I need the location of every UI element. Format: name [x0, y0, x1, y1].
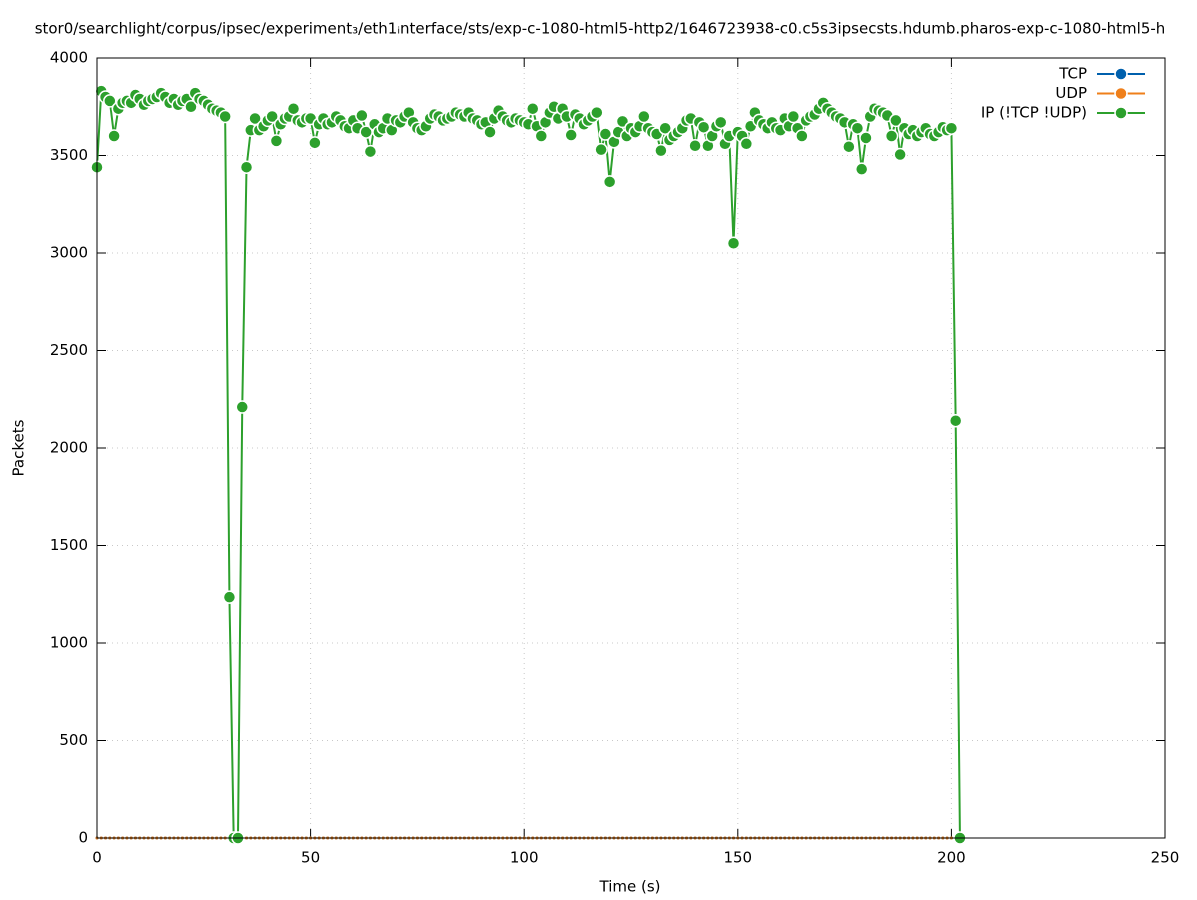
data-point — [218, 109, 232, 124]
data-point — [269, 134, 284, 148]
data-point — [739, 137, 754, 151]
y-tick-label: 0 — [78, 829, 88, 847]
x-tick-label: 100 — [510, 849, 539, 867]
x-tick-label: 0 — [92, 849, 102, 867]
x-tick-label: 150 — [723, 849, 752, 867]
data-point — [859, 131, 873, 145]
x-tick-label: 250 — [1151, 849, 1180, 867]
y-tick-label: 500 — [59, 731, 88, 749]
data-point — [564, 128, 578, 142]
data-point — [265, 109, 279, 124]
data-point — [726, 236, 741, 250]
legend-marker — [1114, 86, 1128, 101]
data-point — [786, 109, 801, 124]
data-point — [850, 121, 865, 135]
y-axis-label: Packets — [10, 419, 28, 476]
y-tick-label: 1000 — [50, 634, 88, 652]
y-tick-label: 1500 — [50, 536, 88, 554]
data-point — [884, 129, 899, 143]
data-point — [893, 147, 907, 162]
data-point — [286, 101, 301, 116]
data-point — [854, 162, 869, 176]
data-point — [525, 101, 540, 116]
legend-label: IP (!TCP !UDP) — [981, 104, 1087, 122]
data-point — [658, 121, 672, 135]
data-point — [654, 143, 668, 158]
data-point — [239, 160, 254, 174]
data-point — [637, 109, 651, 124]
data-point — [222, 590, 237, 604]
y-tick-label: 4000 — [50, 49, 88, 67]
data-point — [359, 125, 373, 139]
data-point — [235, 400, 249, 414]
y-tick-label: 3500 — [50, 146, 88, 164]
plot-frame — [96, 57, 1166, 839]
data-point — [534, 129, 549, 143]
data-point — [483, 125, 497, 139]
data-point — [688, 139, 702, 153]
data-point — [355, 108, 369, 123]
y-tick-label: 3000 — [50, 244, 88, 262]
data-point — [889, 113, 903, 128]
data-point — [248, 111, 262, 126]
legend-label: UDP — [1055, 84, 1087, 102]
data-point — [103, 94, 117, 108]
data-point — [944, 121, 959, 135]
data-point — [795, 129, 809, 143]
data-point — [363, 144, 378, 159]
x-axis-label: Time (s) — [599, 878, 661, 896]
data-point — [184, 100, 198, 114]
data-point — [602, 175, 617, 189]
data-point — [598, 127, 613, 141]
legend-marker — [1114, 106, 1128, 120]
y-tick-label: 2500 — [50, 341, 88, 359]
data-point — [590, 105, 604, 120]
data-point — [594, 142, 608, 157]
data-point — [842, 139, 856, 154]
y-tick-label: 2000 — [50, 439, 88, 457]
data-point — [713, 115, 728, 130]
x-tick-label: 200 — [937, 849, 966, 867]
legend-label: TCP — [1058, 65, 1087, 83]
legend-marker — [1114, 67, 1128, 81]
data-point — [308, 136, 322, 150]
chart-title: stor0/searchlight/corpus/ipsec/experimen… — [35, 20, 1166, 38]
data-point — [948, 413, 963, 428]
data-point — [696, 120, 711, 134]
x-tick-label: 50 — [301, 849, 320, 867]
data-point — [107, 129, 121, 143]
